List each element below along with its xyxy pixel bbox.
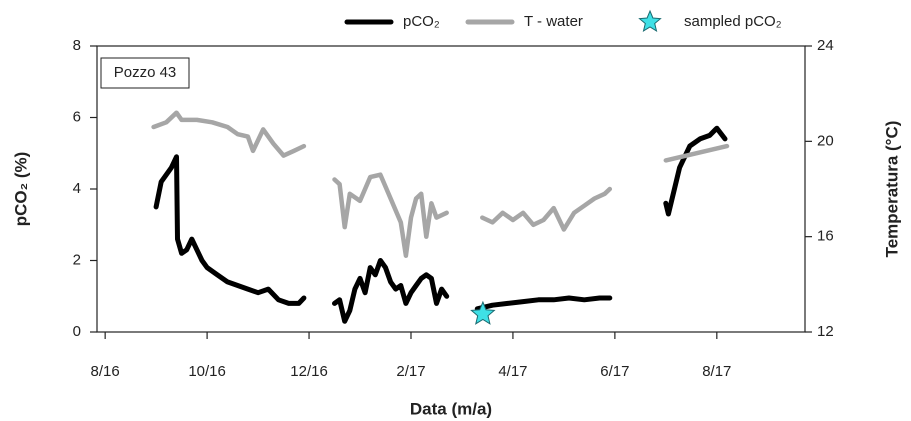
legend-label: T - water xyxy=(524,13,583,30)
x-tick-label: 10/16 xyxy=(188,363,226,380)
x-tick-label: 12/16 xyxy=(290,363,328,380)
annotation-box xyxy=(100,57,190,89)
legend-symbol xyxy=(638,9,662,32)
series-line xyxy=(151,110,730,258)
y-tick-label: 8 xyxy=(73,37,81,54)
y-tick-label: 0 xyxy=(73,323,81,340)
x-axis-title: Data (m/a) xyxy=(410,399,492,418)
sample-point xyxy=(470,300,496,325)
y-axis-title: pCO₂ (%) xyxy=(11,152,30,227)
plot-frame xyxy=(96,45,806,333)
x-tick-label: 8/16 xyxy=(91,363,120,380)
y2-tick-label: 20 xyxy=(817,132,834,149)
x-tick-label: 4/17 xyxy=(498,363,527,380)
x-tick-label: 8/17 xyxy=(702,363,731,380)
y-tick-label: 6 xyxy=(73,108,81,125)
y2-tick-label: 16 xyxy=(817,228,834,245)
y2-tick-label: 12 xyxy=(817,323,834,340)
y2-tick-label: 24 xyxy=(817,37,834,54)
y-tick-label: 2 xyxy=(73,251,81,268)
x-tick-label: 2/17 xyxy=(396,363,425,380)
legend-label: pCO₂ xyxy=(403,13,440,30)
y2-axis-title: Temperatura (°C) xyxy=(882,121,901,258)
legend-label: sampled pCO₂ xyxy=(684,13,782,30)
series-line xyxy=(153,125,728,324)
x-tick-label: 6/17 xyxy=(600,363,629,380)
annotation: Pozzo 43 xyxy=(114,64,177,81)
y-tick-label: 4 xyxy=(73,180,81,197)
